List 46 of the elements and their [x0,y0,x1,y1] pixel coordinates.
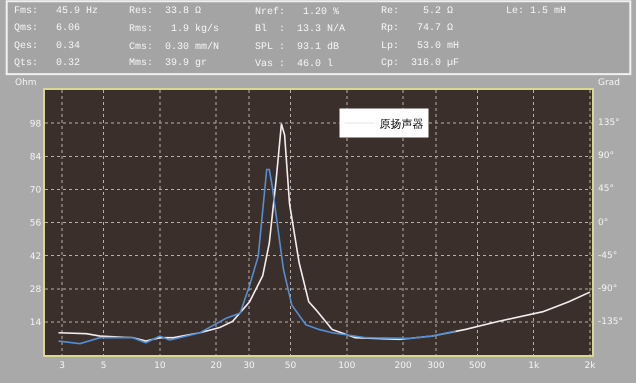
x-tick-label: 2k [584,360,596,371]
x-tick-label: 200 [394,360,412,371]
y2-tick-label: -135° [598,317,623,327]
text: Mms: 39.9 gr [129,58,208,69]
text: Res: 33.8 Ω [129,6,202,17]
text: Lp: 53.0 mH [381,41,460,52]
text: Vas : 46.0 l [255,58,334,70]
x-tick-label: 20 [210,360,222,371]
y-tick-label: 14 [30,318,42,328]
text: Cms: 0.30 mm/N [129,41,220,53]
y2-tick-label: 45° [598,184,614,194]
legend-label: 原扬声器 [380,117,424,130]
text: Qms: 6.06 [14,23,80,34]
x-tick-label: 300 [427,360,445,371]
text: Rms: 1.9 kg/s [129,23,220,35]
y-axis-title: Ohm [15,78,37,88]
x-tick-label: 50 [284,360,297,371]
text: Rp: 74.7 Ω [381,23,454,34]
text: Fms: 45.9 Hz [14,6,98,17]
x-tick-label: 100 [338,360,356,371]
x-tick-label: 500 [468,360,486,371]
y2-tick-label: 90° [598,151,614,161]
y2-axis-title: Grad [598,78,620,88]
y-tick-label: 98 [30,119,42,130]
text: Qes: 0.34 [14,41,80,52]
x-tick-label: 1k [528,360,540,371]
y-tick-label: 84 [30,152,42,162]
text: SPL : 93.1 dB [255,41,340,53]
text: Cp: 316.0 µF [381,58,460,69]
text: Nref: 1.20 % [255,6,340,18]
text: Qts: 0.32 [14,58,80,69]
y-tick-label: 70 [30,186,42,196]
text: Bl : 13.3 N/A [255,23,346,35]
y2-tick-label: -90° [598,284,618,294]
y-tick-label: 42 [30,252,42,262]
text: Re: 5.2 Ω [381,6,454,17]
y-tick-label: 28 [30,284,42,295]
y2-tick-label: 0° [598,218,608,228]
x-tick-label: 5 [100,360,106,371]
y-tick-label: 56 [30,218,42,229]
x-tick-label: 3 [59,360,65,371]
x-tick-label: 30 [243,360,256,371]
text: Le: 1.5 mH [506,6,566,17]
x-tick-label: 10 [154,360,166,371]
y2-tick-label: 135° [598,118,620,128]
y2-tick-label: -45° [598,251,618,261]
